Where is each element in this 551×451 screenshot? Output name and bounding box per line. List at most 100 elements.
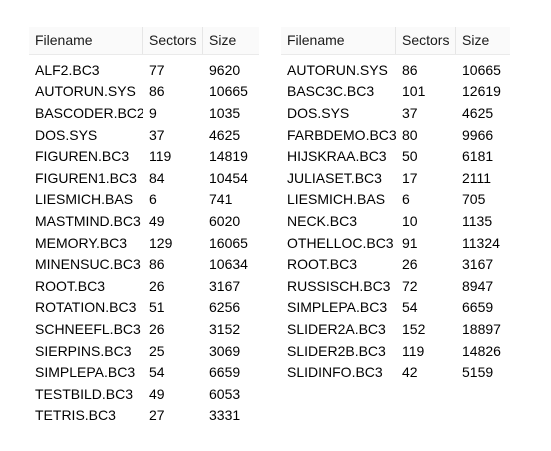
size-cell: 10454 [209,169,248,186]
size-cell: 1135 [462,212,493,229]
size-cell: 2111 [462,169,492,186]
table-row[interactable]: FIGUREN1.BC3 84 10454 [29,167,259,189]
filename-cell: FIGUREN.BC3 [35,148,130,165]
filename-cell: TETRIS.BC3 [35,407,116,424]
filename-cell: DOS.SYS [287,104,350,121]
filename-cell: SIERPINS.BC3 [35,342,132,359]
size-cell: 6659 [209,364,241,381]
table-row[interactable]: BASC3C.BC3 101 12619 [281,81,510,103]
table-row[interactable]: FIGUREN.BC3 119 14819 [29,145,259,167]
size-cell: 3331 [209,407,241,424]
table-row[interactable]: SLIDER2A.BC3 152 18897 [281,318,510,340]
sectors-cell: 86 [149,256,165,273]
table-row[interactable]: ROTATION.BC3 51 6256 [29,297,259,319]
sectors-cell: 77 [149,61,165,78]
filename-cell: NECK.BC3 [287,212,358,229]
sectors-cell: 26 [402,256,418,273]
table-row[interactable]: JULIASET.BC3 17 2111 [281,167,510,189]
table-row[interactable]: SCHNEEFL.BC3 26 3152 [29,318,259,340]
size-cell: 10665 [462,61,501,78]
table-row[interactable]: FARBDEMO.BC3 80 9966 [281,124,510,146]
sectors-cell: 152 [402,320,426,337]
table-row[interactable]: SLIDINFO.BC3 42 5159 [281,361,510,383]
table-row[interactable]: AUTORUN.SYS 86 10665 [29,81,259,103]
table-body: AUTORUN.SYS 86 10665 BASC3C.BC3 101 12619 DOS.… [281,55,510,383]
filename-cell: FIGUREN1.BC3 [35,169,137,186]
filename-cell: SCHNEEFL.BC3 [35,320,141,337]
size-cell: 9620 [209,61,241,78]
sectors-cell: 101 [402,83,426,100]
table-row[interactable]: SIERPINS.BC3 25 3069 [29,340,259,362]
size-cell: 3167 [462,256,494,273]
table-row[interactable]: SIMPLEPA.BC3 54 6659 [281,297,510,319]
filename-cell: OTHELLOC.BC3 [287,234,394,251]
table-row[interactable]: MASTMIND.BC3 49 6020 [29,210,259,232]
table-row[interactable]: SLIDER2B.BC3 119 14826 [281,340,510,362]
size-cell: 10634 [209,256,248,273]
size-cell: 3069 [209,342,241,359]
table-row[interactable]: TETRIS.BC3 27 3331 [29,405,259,427]
size-cell: 6256 [209,299,241,316]
size-cell: 3152 [209,320,241,337]
filename-cell: AUTORUN.SYS [35,83,136,100]
sectors-cell: 10 [402,212,418,229]
file-table-left: Filename Sectors Size ALF2.BC3 77 9620 AUTO… [29,27,259,427]
sectors-cell: 25 [149,342,165,359]
filename-cell: LIESMICH.BAS [35,191,134,208]
size-cell: 741 [209,191,233,208]
filename-cell: ROTATION.BC3 [35,299,137,316]
sectors-cell: 27 [149,407,165,424]
column-header-filename[interactable]: Filename [281,27,396,54]
sectors-cell: 54 [402,299,418,316]
size-cell: 6053 [209,385,241,402]
table-row[interactable]: RUSSISCH.BC3 72 8947 [281,275,510,297]
table-row[interactable]: AUTORUN.SYS 86 10665 [281,59,510,81]
table-row[interactable]: HIJSKRAA.BC3 50 6181 [281,145,510,167]
sectors-cell: 49 [149,385,165,402]
size-cell: 14826 [462,342,501,359]
size-cell: 16065 [209,234,248,251]
column-header-filename[interactable]: Filename [29,27,143,54]
table-row[interactable]: NECK.BC3 10 1135 [281,210,510,232]
filename-cell: SLIDER2A.BC3 [287,320,386,337]
table-row[interactable]: LIESMICH.BAS 6 741 [29,189,259,211]
table-row[interactable]: DOS.SYS 37 4625 [29,124,259,146]
sectors-cell: 129 [149,234,173,251]
sectors-cell: 86 [149,83,165,100]
table-header: Filename Sectors Size [281,27,510,55]
size-cell: 4625 [462,104,494,121]
file-table-right: Filename Sectors Size AUTORUN.SYS 86 10665… [281,27,510,383]
table-row[interactable]: LIESMICH.BAS 6 705 [281,189,510,211]
filename-cell: MASTMIND.BC3 [35,212,141,229]
sectors-cell: 50 [402,148,418,165]
table-row[interactable]: MINENSUC.BC3 86 10634 [29,253,259,275]
table-row[interactable]: ALF2.BC3 77 9620 [29,59,259,81]
size-cell: 4625 [209,126,241,143]
sectors-cell: 80 [402,126,418,143]
sectors-cell: 86 [402,61,418,78]
table-row[interactable]: SIMPLEPA.BC3 54 6659 [29,361,259,383]
table-row[interactable]: BASCODER.BC2 9 1035 [29,102,259,124]
table-body: ALF2.BC3 77 9620 AUTORUN.SYS 86 10665 BASCODER… [29,55,259,426]
filename-cell: HIJSKRAA.BC3 [287,148,387,165]
filename-cell: ALF2.BC3 [35,61,100,78]
sectors-cell: 91 [402,234,418,251]
table-row[interactable]: ROOT.BC3 26 3167 [29,275,259,297]
sectors-cell: 17 [402,169,418,186]
column-header-size[interactable]: Size [209,32,237,48]
table-row[interactable]: TESTBILD.BC3 49 6053 [29,383,259,405]
sectors-cell: 6 [149,191,157,208]
filename-cell: AUTORUN.SYS [287,61,388,78]
table-row[interactable]: DOS.SYS 37 4625 [281,102,510,124]
size-cell: 1035 [209,104,241,121]
filename-cell: JULIASET.BC3 [287,169,382,186]
filename-cell: TESTBILD.BC3 [35,385,134,402]
table-row[interactable]: MEMORY.BC3 129 16065 [29,232,259,254]
column-header-sectors[interactable]: Sectors [396,27,456,54]
sectors-cell: 119 [402,342,425,359]
column-header-sectors[interactable]: Sectors [143,27,203,54]
table-row[interactable]: OTHELLOC.BC3 91 11324 [281,232,510,254]
table-row[interactable]: ROOT.BC3 26 3167 [281,253,510,275]
column-header-size[interactable]: Size [462,32,490,48]
filename-cell: RUSSISCH.BC3 [287,277,391,294]
